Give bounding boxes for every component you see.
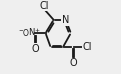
Text: Cl: Cl	[83, 42, 92, 52]
Text: O: O	[69, 58, 77, 68]
Text: N$^{+}$: N$^{+}$	[28, 27, 41, 38]
Text: O: O	[31, 44, 39, 54]
Text: $^{-}$O: $^{-}$O	[18, 27, 30, 38]
Text: Cl: Cl	[39, 1, 49, 11]
Text: N: N	[62, 15, 69, 25]
